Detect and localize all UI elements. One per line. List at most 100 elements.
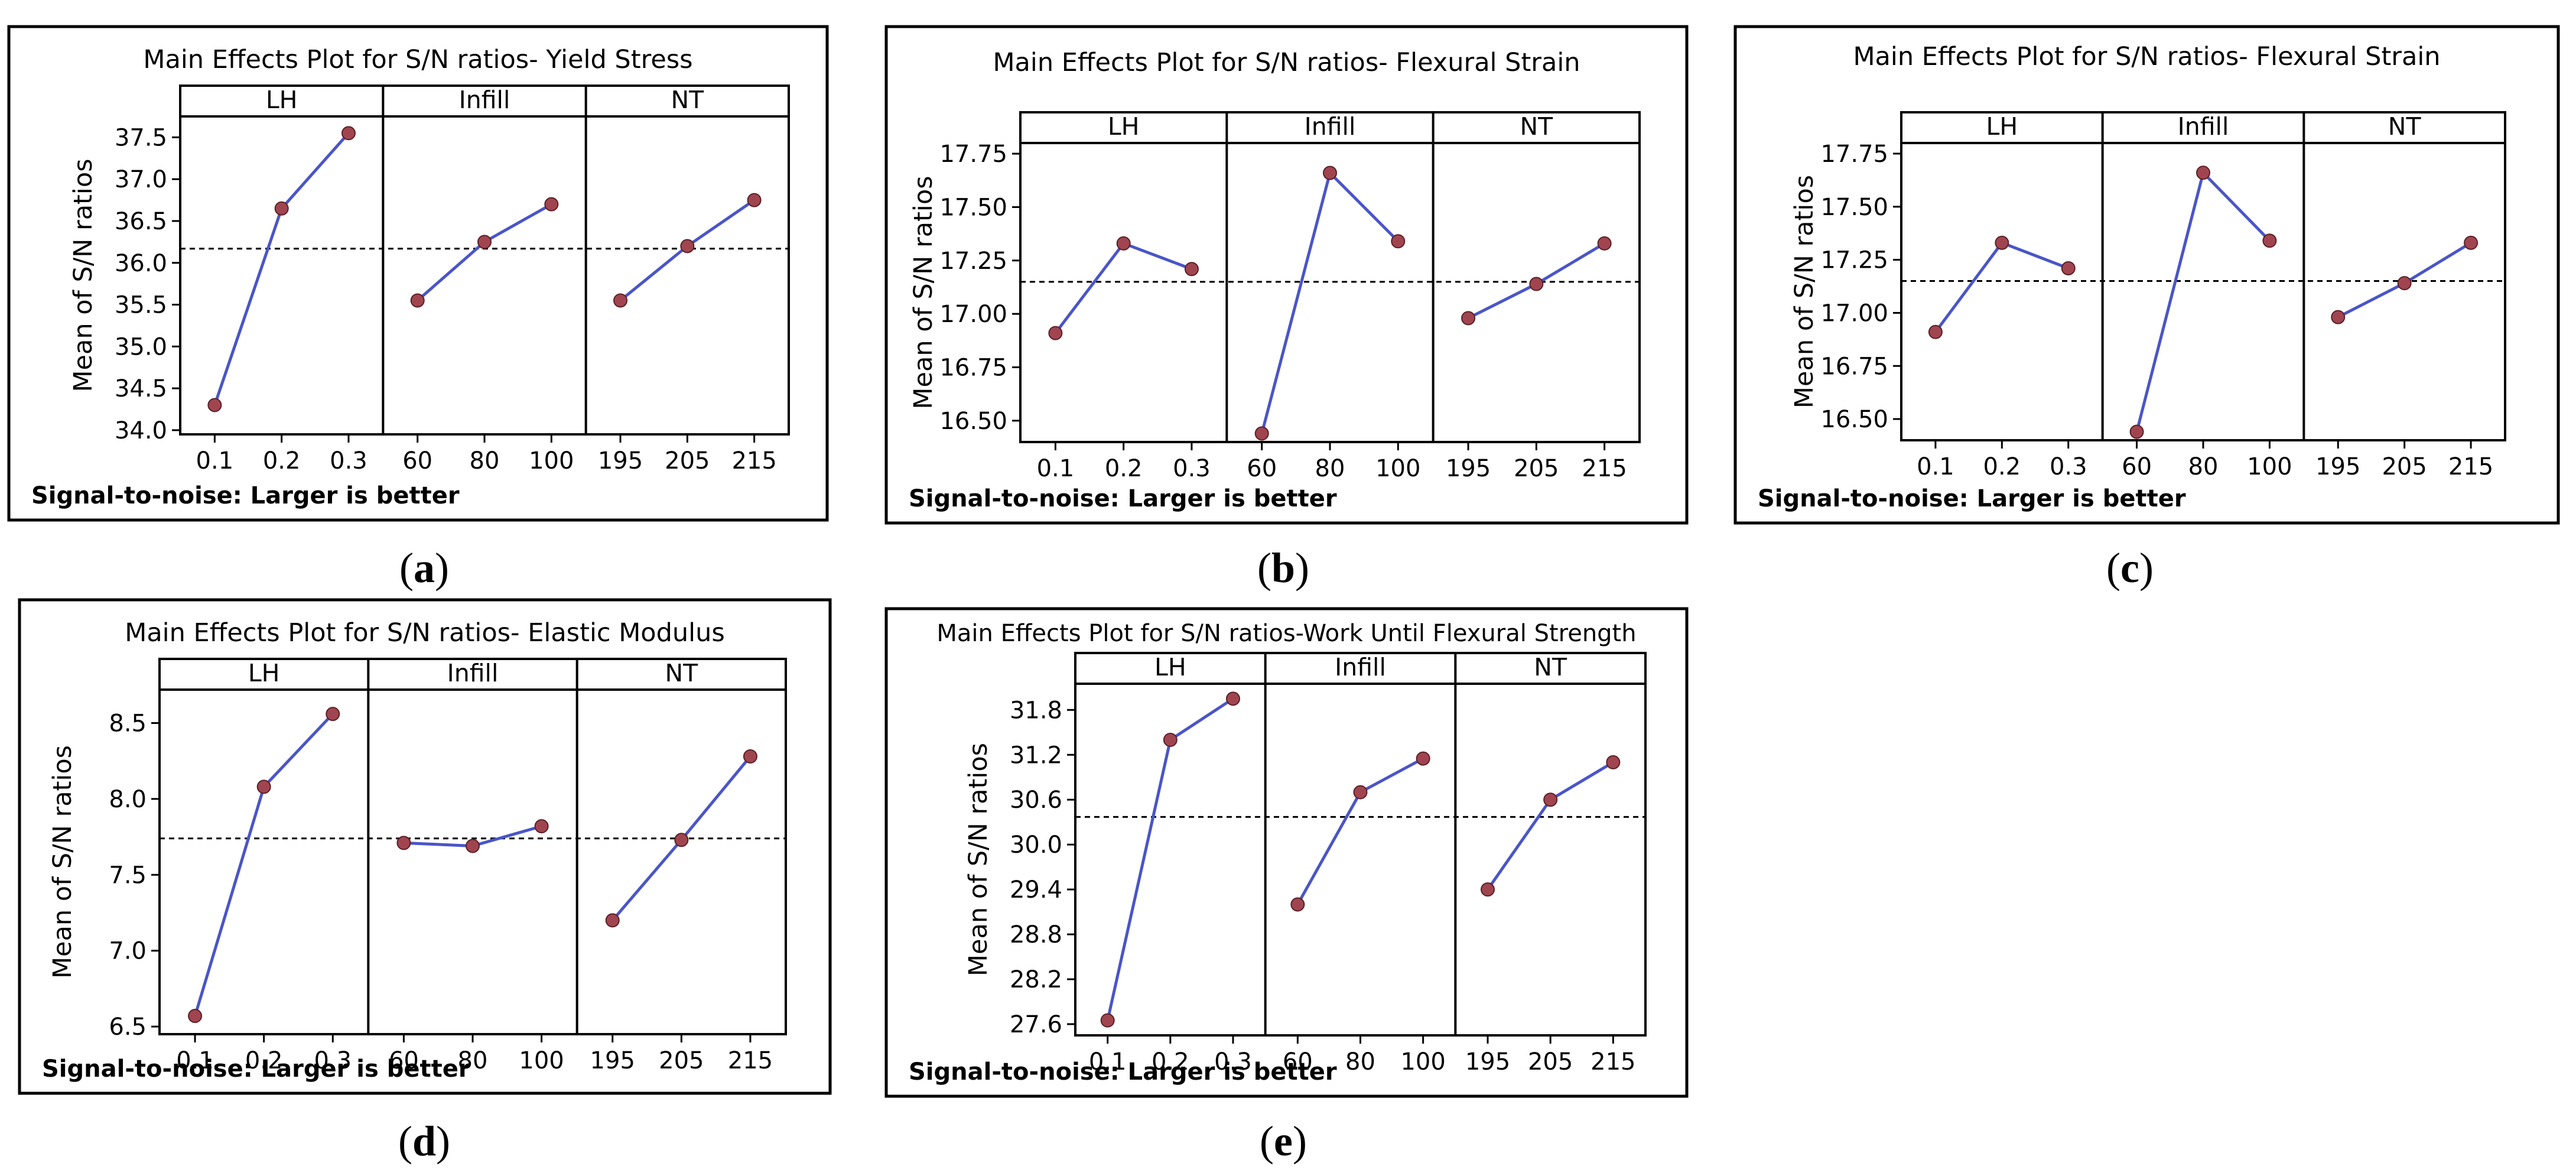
chart-a: Main Effects Plot for S/N ratios- Yield … bbox=[7, 25, 829, 522]
data-point bbox=[410, 293, 425, 308]
x-tick-label: 0.3 bbox=[1214, 1048, 1252, 1076]
caption-close: ) bbox=[435, 544, 449, 592]
y-tick-label: 37.0 bbox=[115, 166, 167, 193]
y-tick-label: 17.75 bbox=[1820, 141, 1888, 168]
chart-title: Main Effects Plot for S/N ratios-Work Un… bbox=[936, 620, 1636, 647]
facet-label: Infill bbox=[1305, 112, 1356, 141]
x-tick-label: 0.3 bbox=[1173, 455, 1211, 482]
chart-frame bbox=[884, 25, 1689, 525]
y-tick-label: 37.5 bbox=[115, 124, 167, 151]
x-tick-label: 100 bbox=[2247, 453, 2292, 480]
caption-letter: c bbox=[2120, 544, 2139, 592]
y-tick-label: 16.75 bbox=[1820, 353, 1888, 380]
plot-frame bbox=[1074, 652, 1647, 1037]
data-point bbox=[1529, 277, 1544, 291]
data-point bbox=[743, 749, 757, 764]
data-point bbox=[1995, 235, 2009, 250]
data-point bbox=[613, 293, 628, 308]
data-point bbox=[1225, 691, 1240, 706]
subfigure-caption: (b) bbox=[1257, 544, 1309, 592]
x-tick-label: 205 bbox=[665, 447, 710, 475]
caption-open: ( bbox=[2106, 544, 2120, 592]
x-tick-label: 0.1 bbox=[176, 1047, 214, 1074]
x-tick-label: 205 bbox=[2382, 453, 2427, 480]
y-tick-label: 28.8 bbox=[1010, 921, 1062, 948]
x-tick-label: 60 bbox=[389, 1047, 419, 1074]
data-point bbox=[1606, 755, 1621, 769]
y-tick-label: 16.50 bbox=[1820, 406, 1888, 433]
chart-frame bbox=[18, 598, 832, 1095]
y-tick-label: 17.50 bbox=[1820, 194, 1888, 221]
y-axis-label: Mean of S/N ratios bbox=[1790, 175, 1819, 408]
data-point bbox=[1481, 882, 1495, 897]
caption-close: ) bbox=[1293, 1117, 1307, 1165]
facet-label: NT bbox=[1520, 112, 1553, 141]
x-tick-label: 80 bbox=[1315, 455, 1345, 482]
y-tick-label: 6.5 bbox=[109, 1013, 147, 1041]
series-line-infill bbox=[417, 203, 552, 302]
y-tick-label: 17.25 bbox=[1820, 247, 1888, 274]
x-tick-label: 195 bbox=[590, 1047, 635, 1074]
chart-frame bbox=[884, 607, 1689, 1098]
facet-label: LH bbox=[266, 86, 298, 114]
x-tick-label: 100 bbox=[1400, 1048, 1445, 1076]
series-line-lh bbox=[193, 713, 334, 1016]
data-point bbox=[341, 126, 356, 141]
caption-open: ( bbox=[1260, 1117, 1274, 1165]
caption-close: ) bbox=[1295, 544, 1309, 592]
y-axis-label: Mean of S/N ratios bbox=[909, 176, 938, 409]
chart-e: Main Effects Plot for S/N ratios-Work Un… bbox=[884, 607, 1689, 1098]
x-tick-label: 215 bbox=[2448, 453, 2493, 480]
facet-label: Infill bbox=[1335, 653, 1386, 681]
caption-open: ( bbox=[398, 1117, 412, 1165]
data-point bbox=[2061, 261, 2076, 275]
x-tick-label: 100 bbox=[519, 1047, 564, 1074]
caption-close: ) bbox=[2139, 544, 2154, 592]
y-tick-label: 35.5 bbox=[115, 292, 167, 319]
data-point bbox=[1254, 426, 1269, 441]
y-tick-label: 29.4 bbox=[1010, 876, 1062, 904]
facet-label: LH bbox=[248, 659, 280, 687]
x-tick-label: 0.2 bbox=[1152, 1048, 1189, 1076]
caption-open: ( bbox=[1257, 544, 1271, 592]
data-point bbox=[1928, 324, 1943, 339]
data-point bbox=[2129, 424, 2144, 439]
y-tick-label: 17.75 bbox=[939, 141, 1007, 168]
caption-letter: e bbox=[1274, 1117, 1293, 1165]
y-tick-label: 16.75 bbox=[939, 355, 1007, 382]
chart-footnote: Signal-to-noise: Larger is better bbox=[1758, 485, 2186, 512]
facet-label: LH bbox=[1154, 653, 1186, 681]
y-tick-label: 7.5 bbox=[109, 862, 147, 889]
data-point bbox=[1048, 326, 1063, 340]
caption-close: ) bbox=[436, 1117, 450, 1165]
x-tick-label: 80 bbox=[1345, 1048, 1375, 1076]
chart-title: Main Effects Plot for S/N ratios- Flexur… bbox=[1853, 42, 2440, 72]
facet-label: LH bbox=[1108, 112, 1140, 141]
x-tick-label: 100 bbox=[1375, 455, 1420, 482]
data-point bbox=[466, 839, 480, 853]
data-point bbox=[2464, 235, 2479, 250]
facet-label: NT bbox=[671, 86, 704, 114]
data-point bbox=[1116, 236, 1131, 251]
x-tick-label: 0.2 bbox=[245, 1047, 283, 1074]
series-line-nt bbox=[1486, 761, 1614, 891]
y-tick-label: 30.6 bbox=[1010, 787, 1062, 814]
x-tick-label: 80 bbox=[458, 1047, 488, 1074]
data-point bbox=[477, 235, 492, 249]
facet-label: NT bbox=[2388, 112, 2422, 141]
chart-b: Main Effects Plot for S/N ratios- Flexur… bbox=[884, 25, 1689, 525]
x-tick-label: 195 bbox=[598, 447, 643, 475]
y-tick-label: 36.0 bbox=[115, 250, 167, 277]
caption-letter: a bbox=[414, 544, 435, 592]
data-point bbox=[605, 913, 620, 928]
facet-label: Infill bbox=[447, 659, 499, 687]
y-tick-label: 7.0 bbox=[109, 938, 147, 965]
facet-label: NT bbox=[1534, 653, 1567, 681]
y-tick-label: 31.8 bbox=[1010, 697, 1062, 724]
x-tick-label: 60 bbox=[1283, 1048, 1313, 1076]
x-tick-label: 0.3 bbox=[314, 1047, 352, 1074]
chart-footnote: Signal-to-noise: Larger is better bbox=[909, 485, 1337, 512]
chart-frame bbox=[1733, 25, 2560, 525]
y-tick-label: 30.0 bbox=[1010, 831, 1062, 859]
x-tick-label: 215 bbox=[731, 447, 776, 475]
